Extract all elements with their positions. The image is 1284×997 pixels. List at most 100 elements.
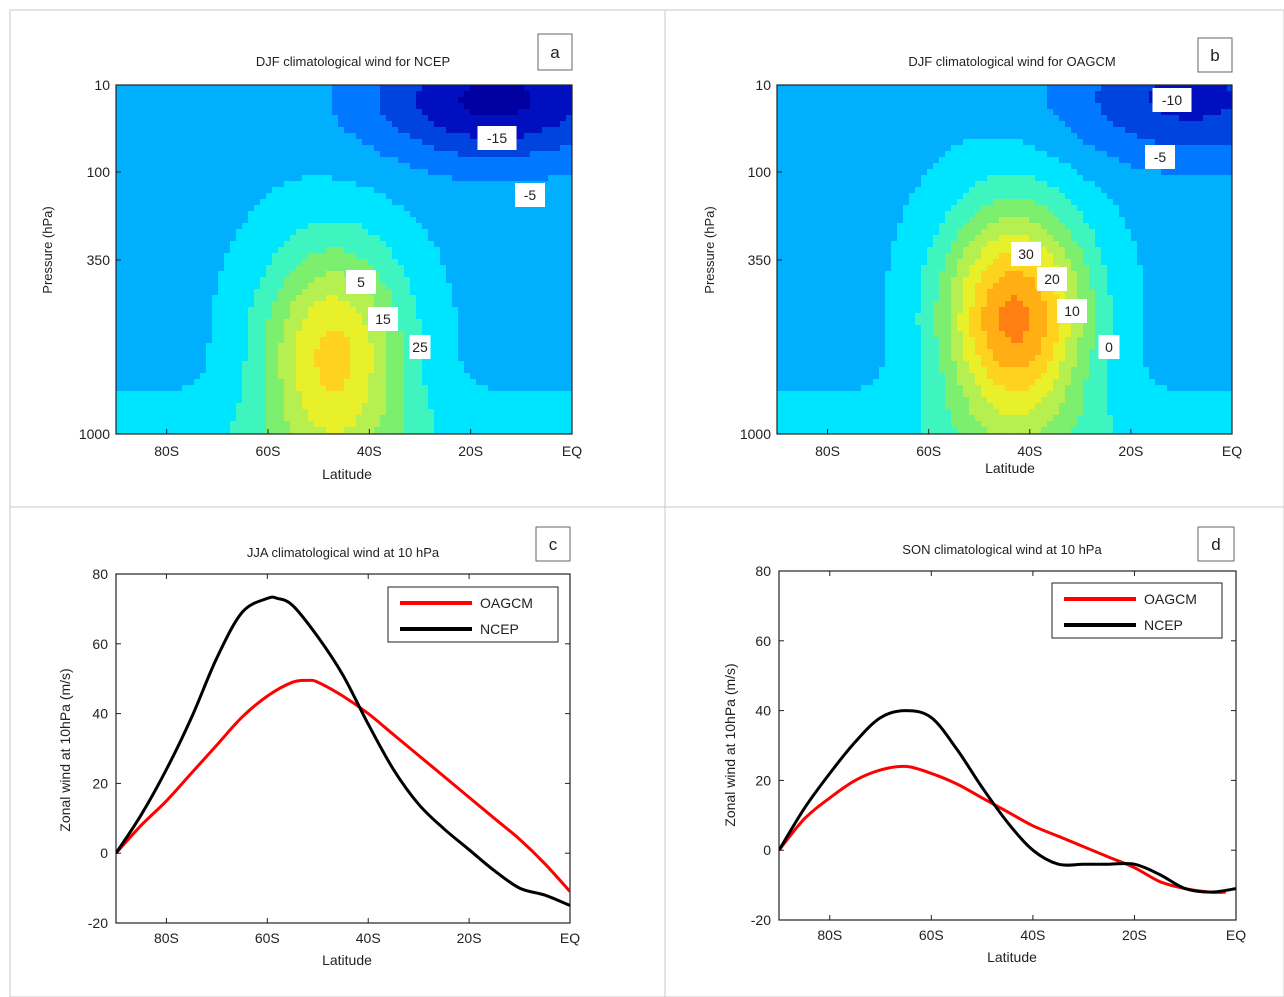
- contour-cell: [314, 373, 321, 380]
- contour-cell: [494, 169, 501, 176]
- contour-cell: [272, 211, 279, 218]
- contour-cell: [380, 109, 387, 116]
- contour-cell: [332, 145, 339, 152]
- contour-cell: [783, 289, 790, 296]
- contour-cell: [128, 211, 135, 218]
- contour-cell: [320, 343, 327, 350]
- contour-cell: [212, 421, 219, 428]
- contour-cell: [332, 403, 339, 410]
- contour-cell: [548, 307, 555, 314]
- contour-cell: [488, 295, 495, 302]
- contour-cell: [356, 127, 363, 134]
- contour-cell: [560, 313, 567, 320]
- contour-cell: [392, 115, 399, 122]
- contour-cell: [332, 343, 339, 350]
- contour-cell: [146, 169, 153, 176]
- contour-cell: [230, 169, 237, 176]
- contour-cell: [404, 349, 411, 356]
- contour-cell: [398, 199, 405, 206]
- contour-cell: [554, 409, 561, 416]
- contour-cell: [308, 373, 315, 380]
- contour-cell: [398, 397, 405, 404]
- contour-cell: [506, 253, 513, 260]
- contour-cell: [230, 349, 237, 356]
- contour-cell: [272, 325, 279, 332]
- contour-cell: [182, 283, 189, 290]
- contour-cell: [452, 229, 459, 236]
- contour-cell: [548, 331, 555, 338]
- contour-cell: [524, 421, 531, 428]
- contour-cell: [464, 103, 471, 110]
- contour-cell: [206, 217, 213, 224]
- contour-cell: [530, 259, 537, 266]
- contour-cell: [296, 115, 303, 122]
- contour-cell: [777, 211, 784, 218]
- contour-cell: [512, 385, 519, 392]
- contour-cell: [386, 139, 393, 146]
- contour-cell: [524, 121, 531, 128]
- contour-cell: [206, 229, 213, 236]
- contour-cell: [278, 373, 285, 380]
- contour-cell: [326, 337, 333, 344]
- contour-cell: [242, 145, 249, 152]
- contour-cell: [248, 331, 255, 338]
- contour-cell: [464, 289, 471, 296]
- contour-cell: [188, 223, 195, 230]
- contour-cell: [272, 175, 279, 182]
- contour-cell: [813, 235, 820, 242]
- contour-cell: [380, 331, 387, 338]
- contour-cell: [158, 301, 165, 308]
- contour-cell: [452, 397, 459, 404]
- contour-cell: [494, 85, 501, 92]
- contour-cell: [338, 271, 345, 278]
- contour-cell: [789, 331, 796, 338]
- contour-cell: [789, 145, 796, 152]
- contour-cell: [290, 271, 297, 278]
- contour-cell: [530, 427, 537, 434]
- contour-cell: [116, 379, 123, 386]
- contour-cell: [260, 355, 267, 362]
- contour-cell: [458, 385, 465, 392]
- contour-cell: [494, 421, 501, 428]
- contour-cell: [548, 403, 555, 410]
- contour-cell: [116, 397, 123, 404]
- contour-cell: [446, 349, 453, 356]
- contour-cell: [284, 121, 291, 128]
- contour-cell: [278, 391, 285, 398]
- contour-cell: [200, 91, 207, 98]
- contour-cell: [488, 169, 495, 176]
- contour-cell: [170, 289, 177, 296]
- contour-cell: [392, 139, 399, 146]
- contour-cell: [404, 181, 411, 188]
- contour-cell: [242, 343, 249, 350]
- contour-cell: [248, 403, 255, 410]
- contour-cell: [254, 409, 261, 416]
- contour-cell: [392, 271, 399, 278]
- contour-cell: [260, 367, 267, 374]
- contour-cell: [494, 277, 501, 284]
- contour-cell: [176, 181, 183, 188]
- contour-cell: [200, 169, 207, 176]
- contour-cell: [236, 253, 243, 260]
- contour-cell: [410, 241, 417, 248]
- contour-cell: [476, 181, 483, 188]
- contour-cell: [482, 103, 489, 110]
- contour-cell: [819, 229, 826, 236]
- contour-cell: [368, 361, 375, 368]
- contour-cell: [819, 121, 826, 128]
- contour-cell: [182, 121, 189, 128]
- contour-cell: [488, 121, 495, 128]
- contour-cell: [428, 139, 435, 146]
- contour-cell: [440, 385, 447, 392]
- contour-cell: [278, 259, 285, 266]
- contour-cell: [789, 121, 796, 128]
- contour-cell: [777, 301, 784, 308]
- contour-cell: [296, 205, 303, 212]
- contour-cell: [488, 181, 495, 188]
- contour-cell: [212, 289, 219, 296]
- contour-cell: [554, 265, 561, 272]
- contour-cell: [134, 415, 141, 422]
- contour-cell: [170, 277, 177, 284]
- contour-cell: [416, 367, 423, 374]
- contour-cell: [500, 391, 507, 398]
